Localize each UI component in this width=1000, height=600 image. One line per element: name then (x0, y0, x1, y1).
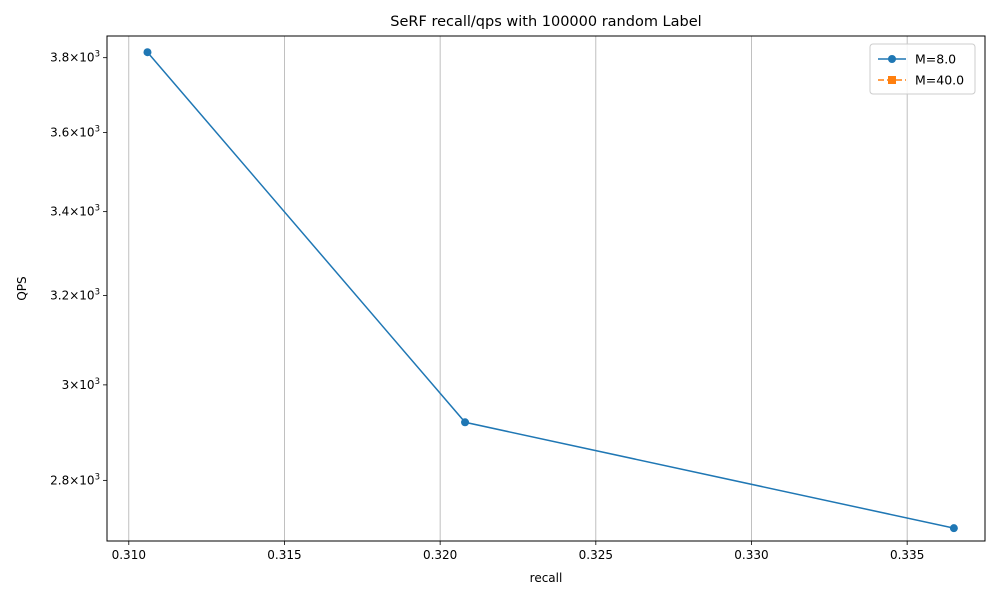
y-tick-mantissa: 2.8 (50, 473, 69, 487)
legend: M=8.0 M=40.0 (869, 43, 976, 95)
y-tick-exponent: 3 (95, 204, 100, 214)
y-tick-exponent: 3 (95, 50, 100, 60)
legend-marker (888, 76, 896, 84)
y-tick-exponent: 3 (95, 377, 100, 387)
y-tick-label: 3.8×103 (50, 50, 100, 65)
y-tick-times: × (69, 51, 79, 65)
legend-label: M=40.0 (915, 73, 964, 88)
y-axis-label: QPS (15, 276, 29, 300)
y-tick-mantissa: 3.8 (50, 51, 69, 65)
y-tick-base: 10 (79, 378, 94, 392)
y-tick-times: × (69, 289, 79, 303)
legend-label: M=8.0 (915, 52, 956, 67)
y-tick-mantissa: 3.4 (50, 205, 69, 219)
legend-entry: M=40.0 (878, 73, 964, 88)
y-tick-mantissa: 3 (62, 378, 70, 392)
y-tick-base: 10 (79, 126, 94, 140)
legend-marker (888, 55, 896, 63)
y-tick-base: 10 (79, 289, 94, 303)
x-tick-label: 0.320 (423, 548, 457, 562)
chart-title: SeRF recall/qps with 100000 random Label (390, 14, 701, 30)
y-tick-mantissa: 3.6 (50, 126, 69, 140)
x-axis-label: recall (530, 571, 563, 585)
y-tick-exponent: 3 (95, 472, 100, 482)
x-tick-label: 0.310 (112, 548, 146, 562)
plot-frame (106, 35, 986, 542)
grid-layer (128, 36, 908, 541)
y-tick-label: 2.8×103 (50, 472, 100, 487)
series-layer (143, 48, 958, 533)
y-tick-label: 3.4×103 (50, 204, 100, 219)
legend-box (869, 43, 976, 95)
y-tick-base: 10 (79, 473, 94, 487)
y-tick-times: × (69, 378, 79, 392)
y-tick-mantissa: 3.2 (50, 289, 69, 303)
y-tick-label: 3.6×103 (50, 125, 100, 140)
y-tick-label: 3×103 (62, 377, 100, 392)
x-axis: 0.310 0.315 0.320 0.325 0.330 0.335 (112, 541, 924, 562)
y-tick-label: 3.2×103 (50, 288, 100, 303)
x-tick-label: 0.325 (579, 548, 613, 562)
y-tick-base: 10 (79, 205, 94, 219)
x-tick-label: 0.335 (890, 548, 924, 562)
series-0 (143, 48, 958, 533)
x-tick-label: 0.330 (734, 548, 768, 562)
data-point (143, 48, 152, 57)
y-tick-exponent: 3 (95, 125, 100, 135)
data-point (949, 524, 958, 533)
y-tick-times: × (69, 205, 79, 219)
legend-entry: M=8.0 (878, 52, 956, 67)
x-tick-label: 0.315 (267, 548, 301, 562)
data-point (461, 418, 470, 427)
y-tick-base: 10 (79, 51, 94, 65)
y-tick-times: × (69, 126, 79, 140)
y-tick-exponent: 3 (95, 288, 100, 298)
y-tick-times: × (69, 473, 79, 487)
